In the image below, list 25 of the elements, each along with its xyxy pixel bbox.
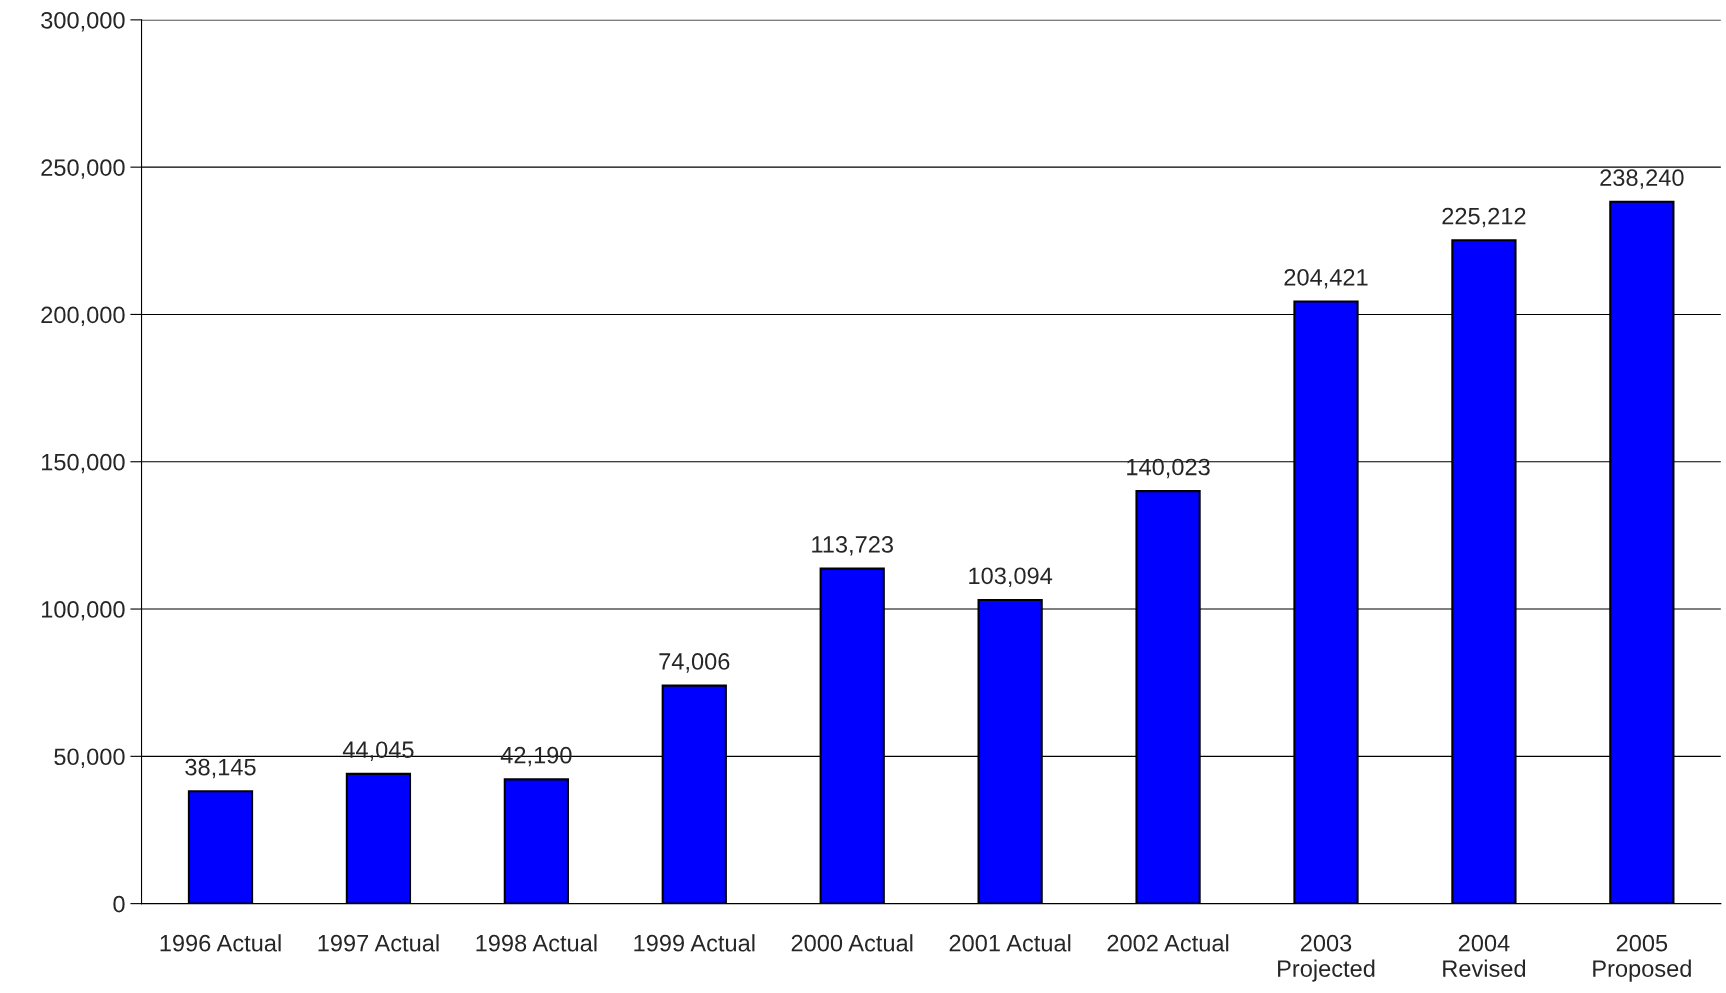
y-tick-label: 50,000 bbox=[54, 748, 125, 768]
x-tick-label: 2001 Actual bbox=[949, 934, 1071, 952]
data-label: 103,094 bbox=[969, 567, 1053, 587]
data-label: 225,212 bbox=[1442, 207, 1526, 228]
x-tick-label: 1997 Actual bbox=[318, 934, 439, 952]
y-tick-label: 150,000 bbox=[42, 453, 125, 474]
data-label: 113,723 bbox=[812, 536, 893, 556]
data-label: 204,421 bbox=[1284, 268, 1368, 289]
data-label: 140,023 bbox=[1127, 458, 1210, 479]
y-tick-label: 0 bbox=[113, 895, 125, 913]
x-tick-label: 2002 Actual bbox=[1107, 934, 1229, 952]
data-label: 38,145 bbox=[185, 758, 256, 779]
y-tick-label: 100,000 bbox=[42, 601, 125, 621]
y-tick-label: 250,000 bbox=[41, 159, 125, 179]
data-label: 74,006 bbox=[659, 653, 730, 673]
x-tick-label: 1996 Actual bbox=[160, 934, 281, 952]
y-tick-label: 200,000 bbox=[41, 306, 125, 327]
x-tick-label: 1998 Actual bbox=[476, 934, 597, 952]
x-tick-label: 2003 Projected bbox=[1278, 934, 1375, 982]
x-tick-label: 1999 Actual bbox=[634, 934, 755, 952]
x-tick-label: 2000 Actual bbox=[791, 934, 913, 952]
x-tick-label: 2005 Proposed bbox=[1593, 934, 1691, 982]
y-tick-label: 300,000 bbox=[41, 11, 125, 32]
x-tick-label: 2004 Revised bbox=[1443, 934, 1526, 977]
data-label: 238,240 bbox=[1600, 169, 1684, 189]
